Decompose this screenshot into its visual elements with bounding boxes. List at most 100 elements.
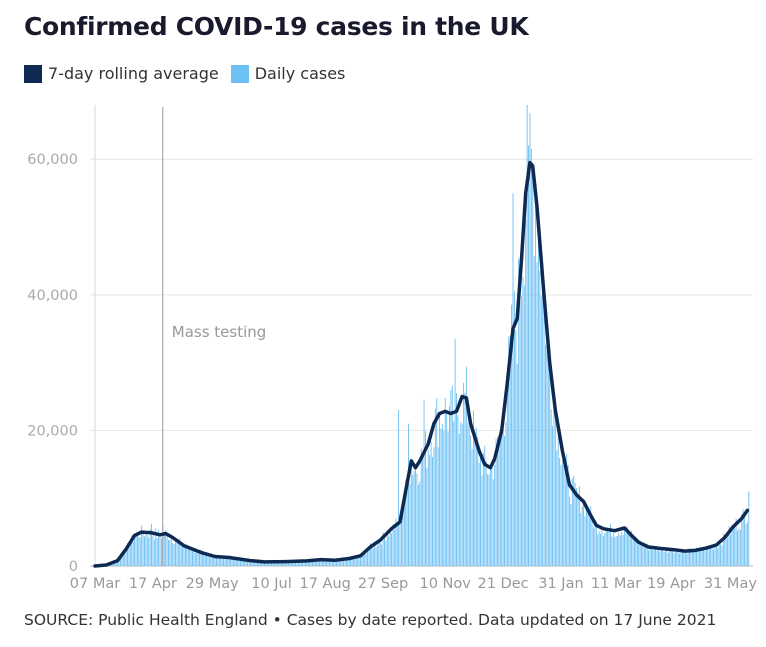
daily-cases-bar <box>192 551 193 566</box>
daily-cases-bar <box>360 555 361 566</box>
daily-cases-bar <box>689 549 690 566</box>
daily-cases-bar <box>577 494 579 566</box>
daily-cases-bar <box>348 558 350 566</box>
daily-cases-bar <box>546 322 548 566</box>
daily-cases-bar <box>595 522 597 566</box>
daily-cases-bar <box>385 540 387 566</box>
daily-cases-bar <box>419 481 421 566</box>
daily-cases-bar <box>129 543 131 566</box>
daily-cases-bar <box>617 535 618 566</box>
daily-cases-bar <box>457 415 459 566</box>
daily-cases-bar <box>242 560 244 566</box>
daily-cases-bar <box>190 550 192 566</box>
daily-cases-bar <box>183 545 185 566</box>
daily-cases-bar <box>114 561 116 566</box>
daily-cases-bar <box>468 425 470 566</box>
daily-cases-bar <box>306 561 308 566</box>
daily-cases-bar <box>690 548 692 566</box>
daily-cases-bar <box>542 277 544 566</box>
daily-cases-bar <box>262 562 264 566</box>
daily-cases-bar <box>403 502 405 566</box>
daily-cases-bar <box>271 562 273 566</box>
daily-cases-bar <box>151 523 152 566</box>
daily-cases-bar <box>328 558 330 566</box>
daily-cases-bar <box>237 557 239 566</box>
daily-cases-bar <box>629 534 631 566</box>
x-tick-label: 11 Mar <box>591 576 641 592</box>
daily-cases-bar <box>344 557 346 566</box>
daily-cases-bar <box>511 304 513 566</box>
daily-cases-bar <box>653 545 655 566</box>
daily-cases-bar <box>430 441 432 566</box>
daily-cases-bar <box>177 540 179 566</box>
daily-cases-bar <box>656 550 658 566</box>
daily-cases-bar <box>118 559 120 566</box>
daily-cases-bar <box>386 534 388 566</box>
daily-cases-bar <box>200 549 202 566</box>
daily-cases-bar <box>323 560 325 566</box>
daily-cases-bar <box>463 382 465 566</box>
daily-cases-bar <box>158 529 160 566</box>
daily-cases-bar <box>412 474 414 566</box>
daily-cases-bar <box>142 533 144 566</box>
daily-cases-bar <box>227 558 229 566</box>
daily-cases-bar <box>149 529 151 566</box>
legend-label-daily-cases: Daily cases <box>254 64 346 83</box>
daily-cases-bar <box>145 532 147 566</box>
daily-cases-bar <box>203 551 205 566</box>
daily-cases-bar <box>471 449 473 566</box>
daily-cases-bar <box>278 562 280 566</box>
daily-cases-bar <box>513 290 515 566</box>
daily-cases-bar <box>628 533 630 566</box>
daily-cases-bar <box>626 526 628 566</box>
daily-cases-bar <box>319 558 321 566</box>
daily-cases-bar <box>553 400 555 566</box>
daily-cases-bar <box>297 560 299 566</box>
daily-cases-bar <box>711 545 713 566</box>
x-tick-label: 29 May <box>186 576 239 592</box>
daily-cases-bar <box>491 462 493 566</box>
daily-cases-bar <box>364 550 366 566</box>
daily-cases-bar <box>523 285 525 566</box>
daily-cases-bar <box>247 559 249 566</box>
x-tick-label: 27 Sep <box>358 576 408 592</box>
daily-cases-bar <box>598 531 600 566</box>
daily-cases-bar <box>224 556 226 566</box>
daily-cases-bar <box>416 473 418 566</box>
daily-cases-bar <box>489 466 491 566</box>
daily-cases-bar <box>519 301 521 566</box>
daily-cases-bar <box>172 542 174 566</box>
daily-cases-bar <box>516 364 518 566</box>
daily-cases-bar <box>350 559 352 566</box>
daily-cases-bar <box>376 545 378 566</box>
daily-cases-bar <box>396 522 398 566</box>
daily-cases-bar <box>251 560 253 566</box>
daily-cases-bar <box>427 450 429 566</box>
daily-cases-bar <box>201 550 203 566</box>
daily-cases-bar <box>310 561 312 566</box>
daily-cases-bar <box>465 366 467 566</box>
daily-cases-bar <box>731 525 733 566</box>
daily-cases-bar <box>588 517 590 566</box>
daily-cases-bar <box>426 467 428 566</box>
legend-swatch-daily-cases <box>230 64 249 83</box>
daily-cases-bar <box>535 202 537 566</box>
daily-cases-bar <box>679 553 681 566</box>
daily-cases-bar <box>333 559 335 566</box>
daily-cases-bar <box>248 559 250 566</box>
daily-cases-bar <box>680 548 682 566</box>
daily-cases-bar <box>611 536 613 566</box>
daily-cases-bar <box>608 529 610 566</box>
daily-cases-bar <box>285 562 287 566</box>
daily-cases-bar <box>730 534 731 566</box>
daily-cases-bar <box>378 541 380 566</box>
daily-cases-bar <box>314 560 316 566</box>
daily-cases-bar <box>587 513 589 566</box>
daily-cases-bar <box>194 552 196 566</box>
daily-cases-bar <box>681 551 683 566</box>
daily-cases-bar <box>362 551 364 566</box>
daily-cases-bar <box>112 562 114 566</box>
rolling-average-line <box>93 160 750 568</box>
x-tick-label: 10 Nov <box>420 576 472 592</box>
daily-cases-bar <box>276 562 278 566</box>
